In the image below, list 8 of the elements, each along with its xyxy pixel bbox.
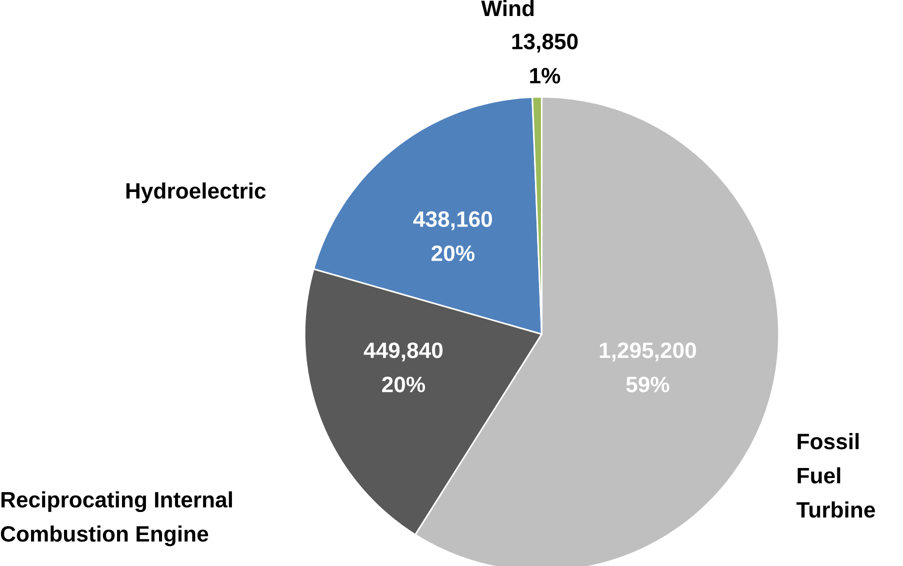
data-label: 449,840 20%	[364, 342, 443, 392]
data-label: 1,295,200 59%	[600, 342, 696, 392]
slice-label: Hydroelectric	[126, 182, 266, 204]
slice-label: Fossil Fuel Turbine	[796, 432, 875, 518]
slice-label: Wind	[481, 0, 534, 16]
data-label: 13,850 1%	[512, 34, 578, 84]
data-label: 438,160 20%	[413, 211, 492, 262]
slice-label: Reciprocating Internal Combustion Engine	[0, 491, 232, 546]
